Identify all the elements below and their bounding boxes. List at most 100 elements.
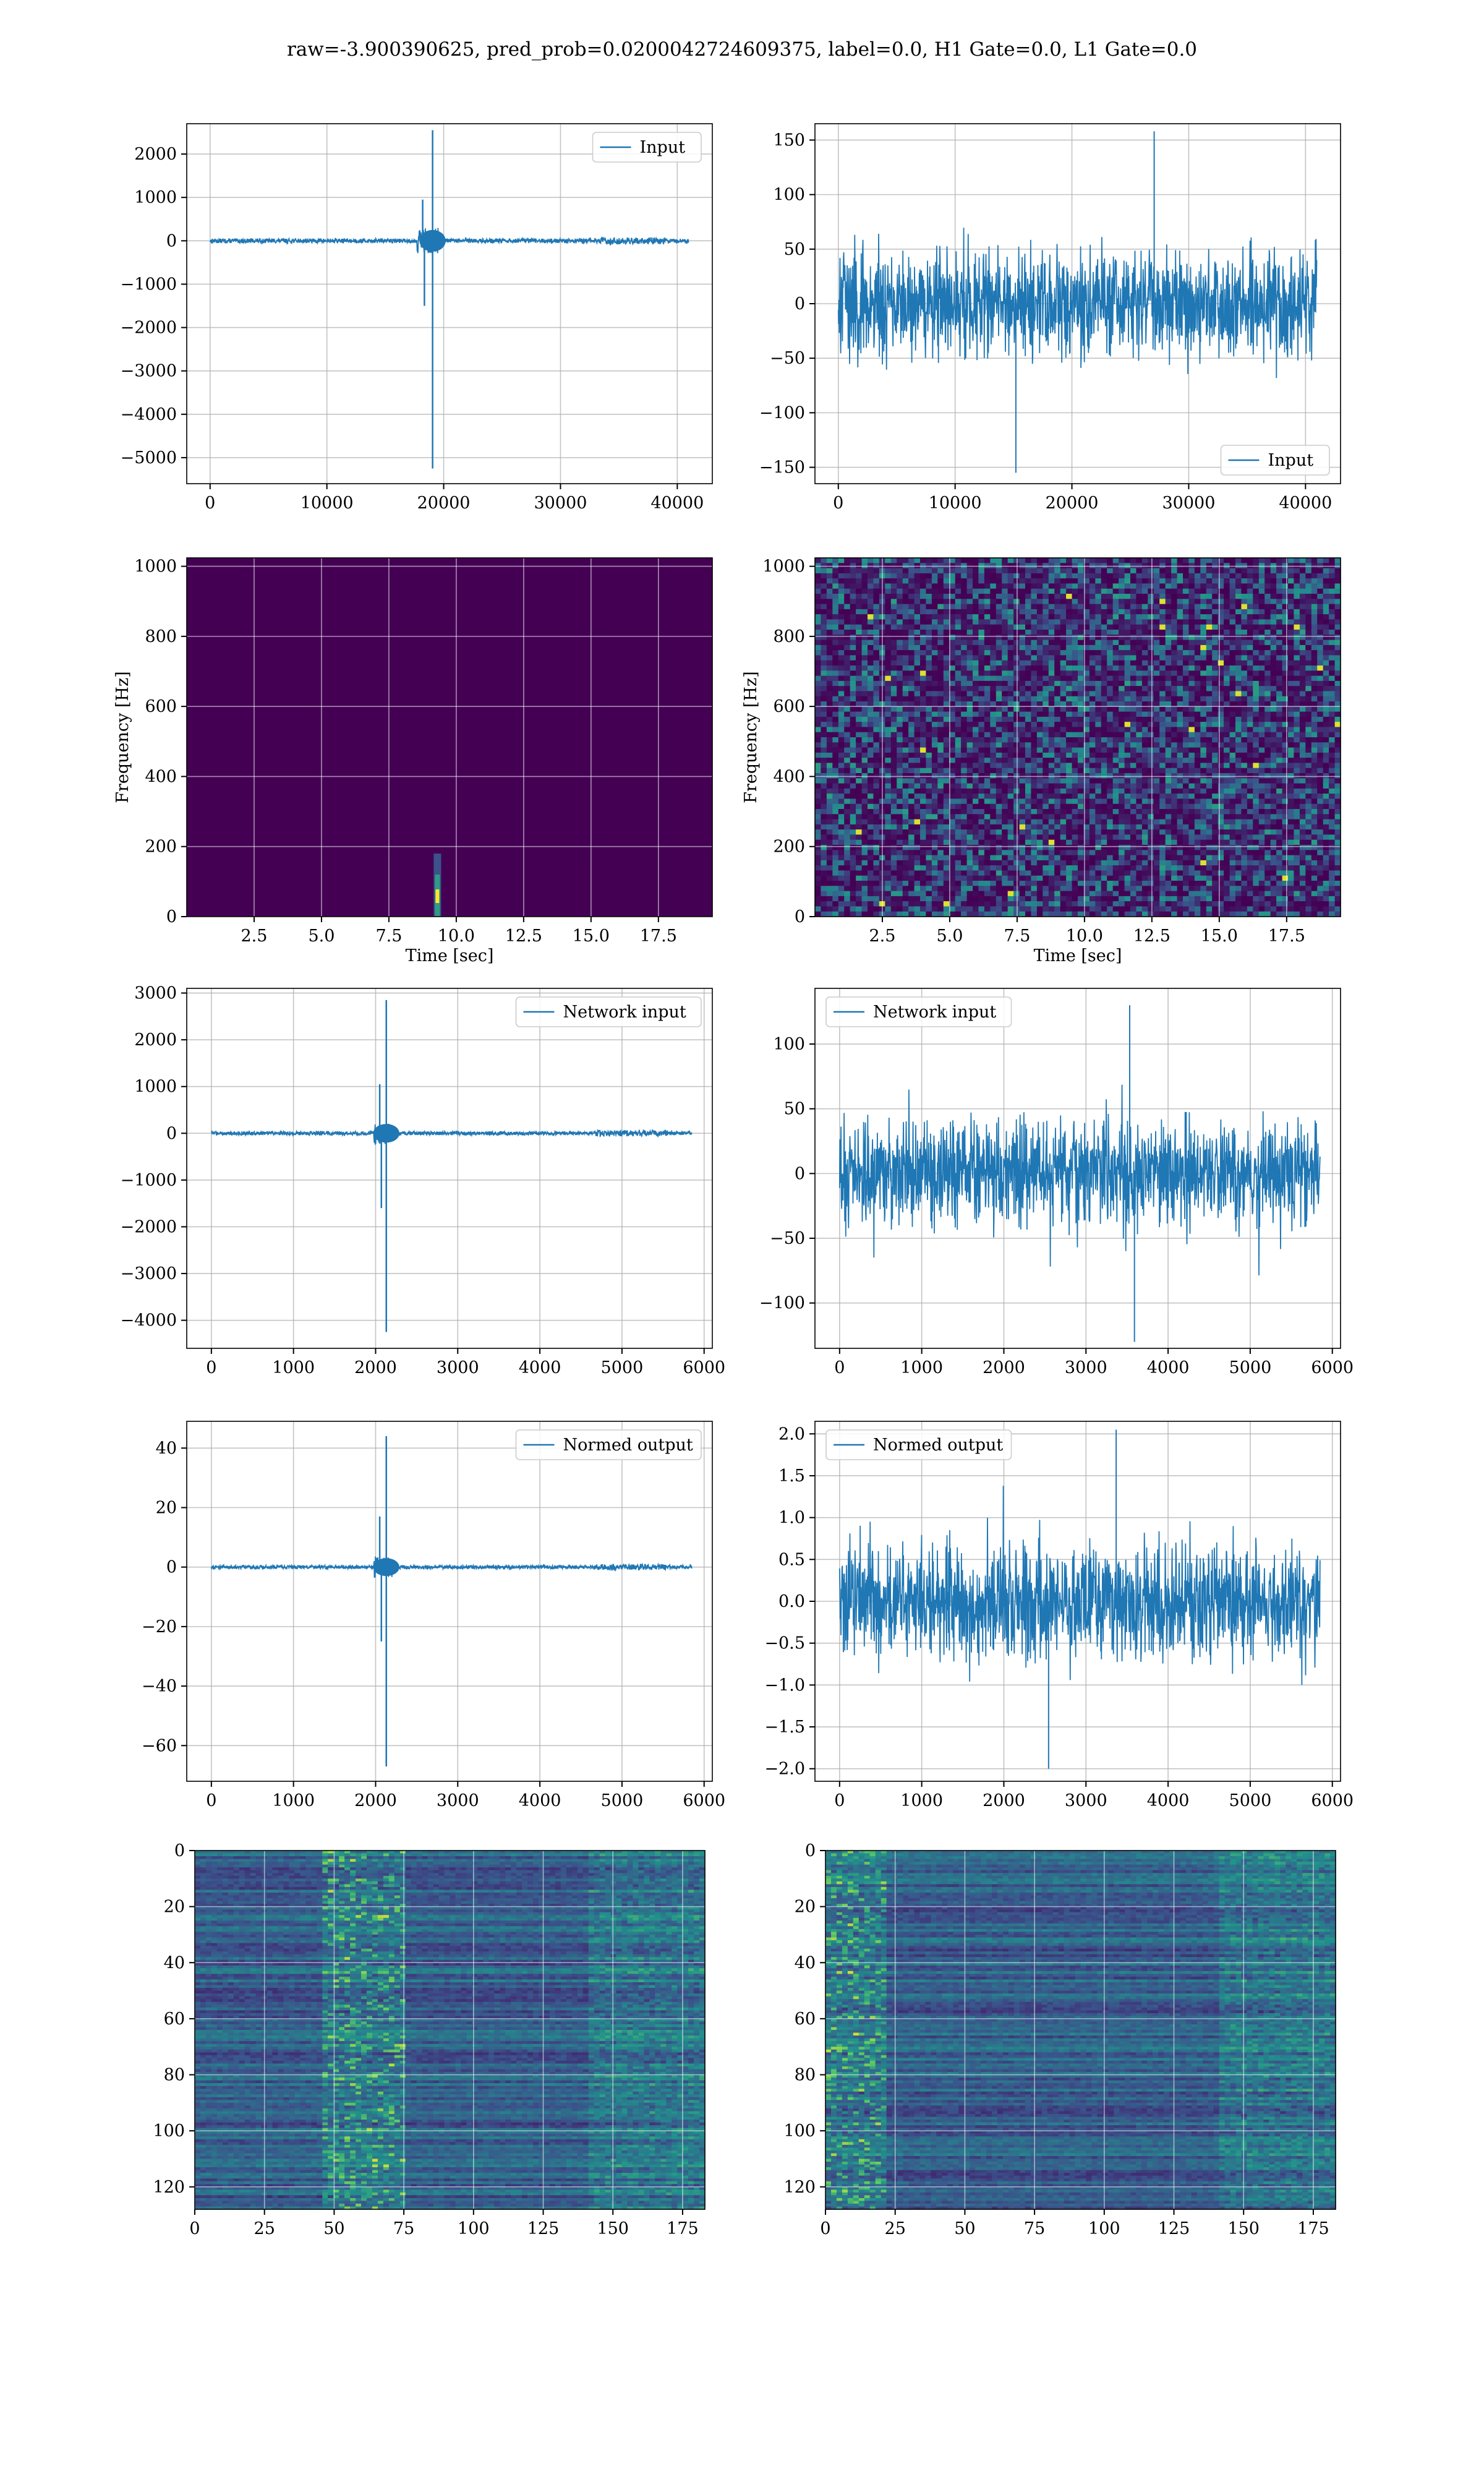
legend-label: Network input	[873, 1003, 996, 1022]
chart-l1-network-input: 0 1000 2000 3000 4000 5000 6000100500−50−100Ne…	[759, 988, 1354, 1377]
x-tick-label: 3000	[437, 1791, 479, 1810]
x-tick-label: 50	[954, 2219, 975, 2238]
x-tick-label: 150	[1227, 2219, 1260, 2238]
y-tick-label: 200	[145, 837, 177, 857]
x-tick-label: 3000	[437, 1358, 479, 1377]
x-tick-label: 0	[834, 1358, 845, 1377]
y-tick-label: −2000	[121, 1217, 177, 1236]
y-tick-label: 20	[164, 1898, 185, 1917]
x-tick-label: 12.5	[505, 927, 542, 946]
x-tick-label: 6000	[683, 1791, 725, 1810]
series-line	[211, 1557, 692, 1578]
y-tick-label: −150	[759, 458, 805, 477]
x-tick-label: 1000	[900, 1791, 943, 1810]
y-tick-label: −1.5	[764, 1718, 805, 1737]
x-tick-label: 40000	[650, 494, 704, 513]
x-tick-label: 5.0	[936, 927, 963, 946]
y-tick-label: 60	[164, 2010, 185, 2029]
x-tick-label: 4000	[519, 1358, 561, 1377]
y-tick-label: 1.5	[778, 1466, 805, 1486]
x-tick-label: 0	[189, 2219, 200, 2238]
x-tick-label: 4000	[1147, 1358, 1190, 1377]
x-tick-label: 3000	[1065, 1791, 1107, 1810]
y-tick-label: −3000	[121, 1264, 177, 1283]
x-tick-label: 5.0	[308, 927, 335, 946]
y-tick-label: −4000	[121, 405, 177, 424]
x-tick-label: 0	[834, 1791, 845, 1810]
x-tick-label: 10.0	[438, 927, 475, 946]
x-tick-label: 3000	[1065, 1358, 1107, 1377]
chart-h1-normed-output: 0 1000 2000 3000 4000 5000 600040200−20−40−60N…	[142, 1421, 725, 1810]
x-axis-label: Time [sec]	[406, 946, 494, 965]
y-tick-label: 1000	[762, 557, 805, 576]
y-tick-label: −2000	[121, 319, 177, 338]
y-tick-label: 200	[773, 837, 805, 857]
x-tick-label: 0	[206, 1791, 216, 1810]
y-tick-label: 800	[773, 627, 805, 646]
x-tick-label: 20000	[417, 494, 471, 513]
x-tick-label: 4000	[519, 1791, 561, 1810]
x-tick-label: 1000	[900, 1358, 943, 1377]
chart-h1-network-input: 0 1000 2000 3000 4000 5000 60003000200010000−1…	[121, 984, 725, 1377]
legend-label: Network input	[563, 1003, 686, 1022]
y-tick-label: −1.0	[764, 1676, 805, 1695]
x-tick-label: 2.5	[869, 927, 895, 946]
legend: Normed output	[826, 1430, 1012, 1460]
legend: Input	[593, 132, 702, 162]
y-tick-label: 50	[784, 1100, 805, 1119]
y-tick-label: −40	[142, 1677, 177, 1696]
grid	[187, 124, 712, 484]
y-tick-label: 20	[156, 1498, 177, 1517]
x-tick-label: 2000	[983, 1358, 1025, 1377]
y-tick-label: 40	[795, 1953, 816, 1972]
x-tick-label: 100	[1088, 2219, 1120, 2238]
y-axis-label: Frequency [Hz]	[741, 671, 761, 803]
x-tick-label: 25	[885, 2219, 906, 2238]
x-tick-label: 4000	[1147, 1791, 1190, 1810]
y-tick-label: 0	[174, 1841, 185, 1860]
y-tick-label: −4000	[121, 1311, 177, 1330]
x-tick-label: 0	[833, 494, 843, 513]
x-tick-label: 17.5	[1268, 927, 1305, 946]
x-tick-label: 2000	[354, 1791, 397, 1810]
heatmap-cells	[195, 1851, 706, 2210]
y-tick-label: 150	[773, 131, 805, 150]
x-tick-label: 50	[323, 2219, 344, 2238]
grid	[187, 988, 712, 1348]
y-tick-label: −3000	[121, 362, 177, 381]
legend: Network input	[516, 997, 702, 1027]
series-line	[840, 1085, 1320, 1275]
y-tick-label: 100	[153, 2121, 185, 2141]
chart-h1-spectrogram: 2.5 5.0 7.5 10.0 12.5 15.0 17.5100080060040020…	[113, 557, 712, 965]
y-tick-label: 2000	[134, 1030, 177, 1050]
y-tick-label: 120	[153, 2178, 185, 2197]
y-tick-label: 0	[795, 294, 805, 314]
grid	[187, 1421, 712, 1781]
y-tick-label: 400	[773, 767, 805, 786]
y-tick-label: 1000	[134, 188, 177, 207]
y-tick-label: 0	[166, 231, 177, 250]
heatmap-cells	[825, 1851, 1336, 2210]
y-tick-label: 600	[145, 697, 177, 716]
legend-label: Normed output	[563, 1436, 693, 1455]
x-tick-label: 2000	[983, 1791, 1025, 1810]
x-tick-label: 40000	[1279, 494, 1332, 513]
series-line	[210, 228, 689, 254]
legend-label: Input	[640, 138, 686, 157]
y-tick-label: −1000	[121, 275, 177, 294]
chart-l1-spectrogram: 2.5 5.0 7.5 10.0 12.5 15.0 17.5100080060040020…	[741, 557, 1341, 965]
series-line	[211, 1124, 692, 1144]
y-tick-label: 60	[795, 2010, 816, 2029]
x-tick-label: 6000	[1311, 1791, 1354, 1810]
y-tick-label: 50	[784, 240, 805, 259]
x-tick-label: 25	[254, 2219, 275, 2238]
y-tick-label: −60	[142, 1736, 177, 1755]
legend: Input	[1221, 445, 1330, 475]
x-tick-label: 10.0	[1066, 927, 1103, 946]
x-tick-label: 15.0	[1201, 927, 1238, 946]
x-tick-label: 5000	[601, 1358, 644, 1377]
x-tick-label: 12.5	[1133, 927, 1171, 946]
